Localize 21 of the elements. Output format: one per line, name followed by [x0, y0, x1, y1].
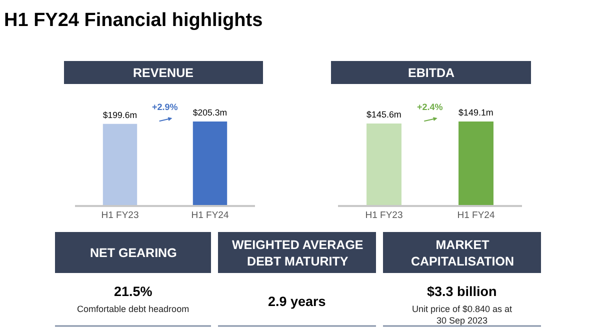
data-label: $205.3m	[192, 108, 227, 118]
x-tick-label: H1 FY23	[101, 210, 139, 222]
x-tick-label: H1 FY24	[457, 210, 495, 222]
text: Comfortable debt headroom	[77, 304, 190, 314]
text: MARKET CAPITALISATION	[411, 238, 514, 268]
x-tick-label: H1 FY24	[191, 210, 229, 222]
data-label: $145.6m	[366, 110, 402, 120]
text: +2.9%	[152, 102, 178, 112]
text: +2.4%	[417, 102, 443, 112]
text: H1 FY24 Financial highlights	[4, 10, 263, 31]
x-tick-label: H1 FY23	[365, 210, 403, 222]
text: WEIGHTED AVERAGE DEBT MATURITY	[232, 238, 364, 268]
chart-title: EBITDA	[408, 66, 455, 80]
chart-title: REVENUE	[133, 66, 194, 80]
data-label: $199.6m	[102, 110, 137, 120]
text: NET GEARING	[90, 246, 177, 260]
text: 21.5%	[114, 284, 152, 299]
text: $3.3 billion	[427, 284, 497, 299]
data-label: $149.1m	[458, 108, 494, 118]
text: 2.9 years	[268, 294, 326, 309]
text: Unit price of $0.840 as at 30 Sep 2023	[412, 304, 513, 326]
